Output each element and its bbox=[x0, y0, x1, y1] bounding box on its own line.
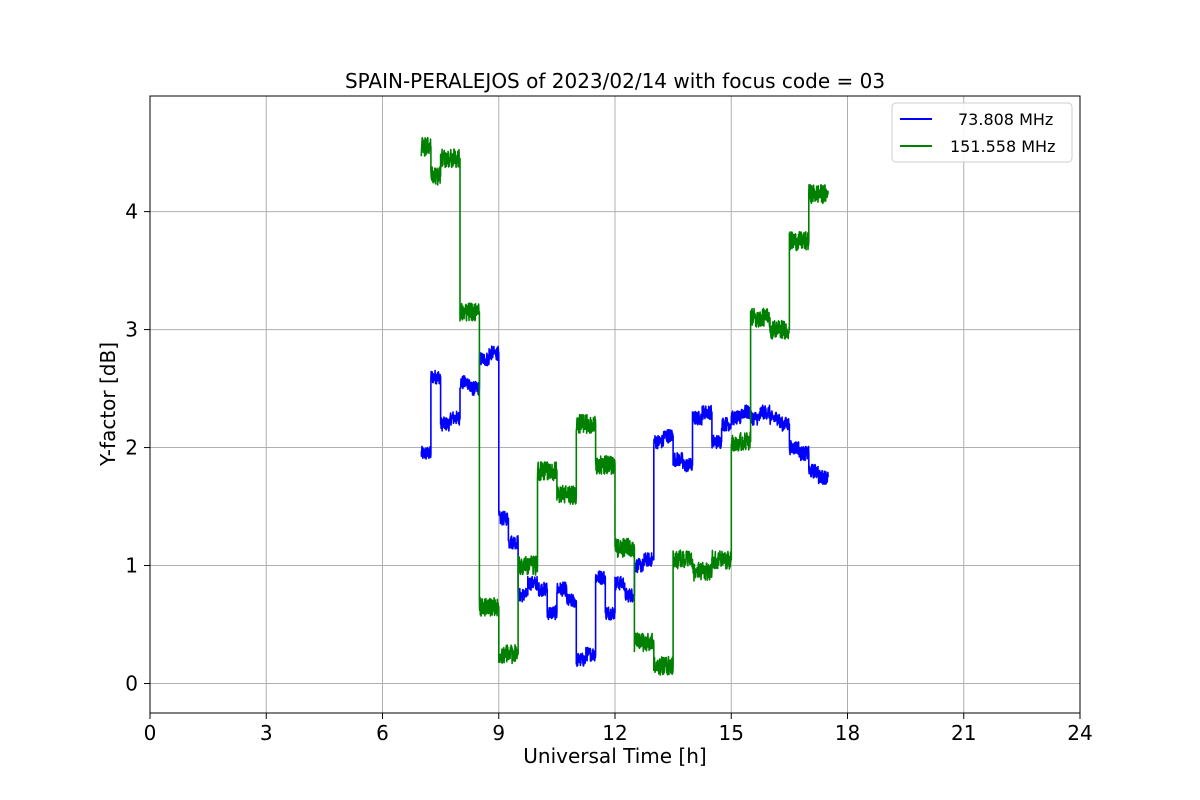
legend-label-73-808: 73.808 MHz bbox=[958, 110, 1053, 129]
x-tick-label: 0 bbox=[144, 721, 157, 745]
series-line-1 bbox=[420, 136, 829, 676]
y-tick-label: 3 bbox=[125, 318, 138, 342]
y-axis-label: Y-factor [dB] bbox=[96, 342, 120, 467]
chart-title: SPAIN-PERALEJOS of 2023/02/14 with focus… bbox=[345, 69, 885, 93]
legend-box bbox=[891, 102, 1073, 163]
x-tick-label: 12 bbox=[602, 721, 627, 745]
y-tick-label: 2 bbox=[125, 436, 138, 460]
y-tick-label: 0 bbox=[125, 672, 138, 696]
legend: 73.808 MHz 151.558 MHz bbox=[891, 102, 1073, 163]
x-axis-label: Universal Time [h] bbox=[523, 744, 706, 768]
series-group bbox=[420, 136, 829, 676]
x-tick-label: 6 bbox=[376, 721, 389, 745]
series-line-0 bbox=[420, 345, 829, 668]
x-tick-label: 24 bbox=[1067, 721, 1092, 745]
legend-label-151-558: 151.558 MHz bbox=[950, 137, 1055, 156]
y-tick-label: 4 bbox=[125, 200, 138, 224]
x-tick-label: 18 bbox=[835, 721, 860, 745]
x-tick-label: 15 bbox=[719, 721, 744, 745]
x-tick-label: 9 bbox=[492, 721, 505, 745]
y-tick-label: 1 bbox=[125, 554, 138, 578]
x-tick-label: 21 bbox=[951, 721, 976, 745]
x-tick-label: 3 bbox=[260, 721, 273, 745]
